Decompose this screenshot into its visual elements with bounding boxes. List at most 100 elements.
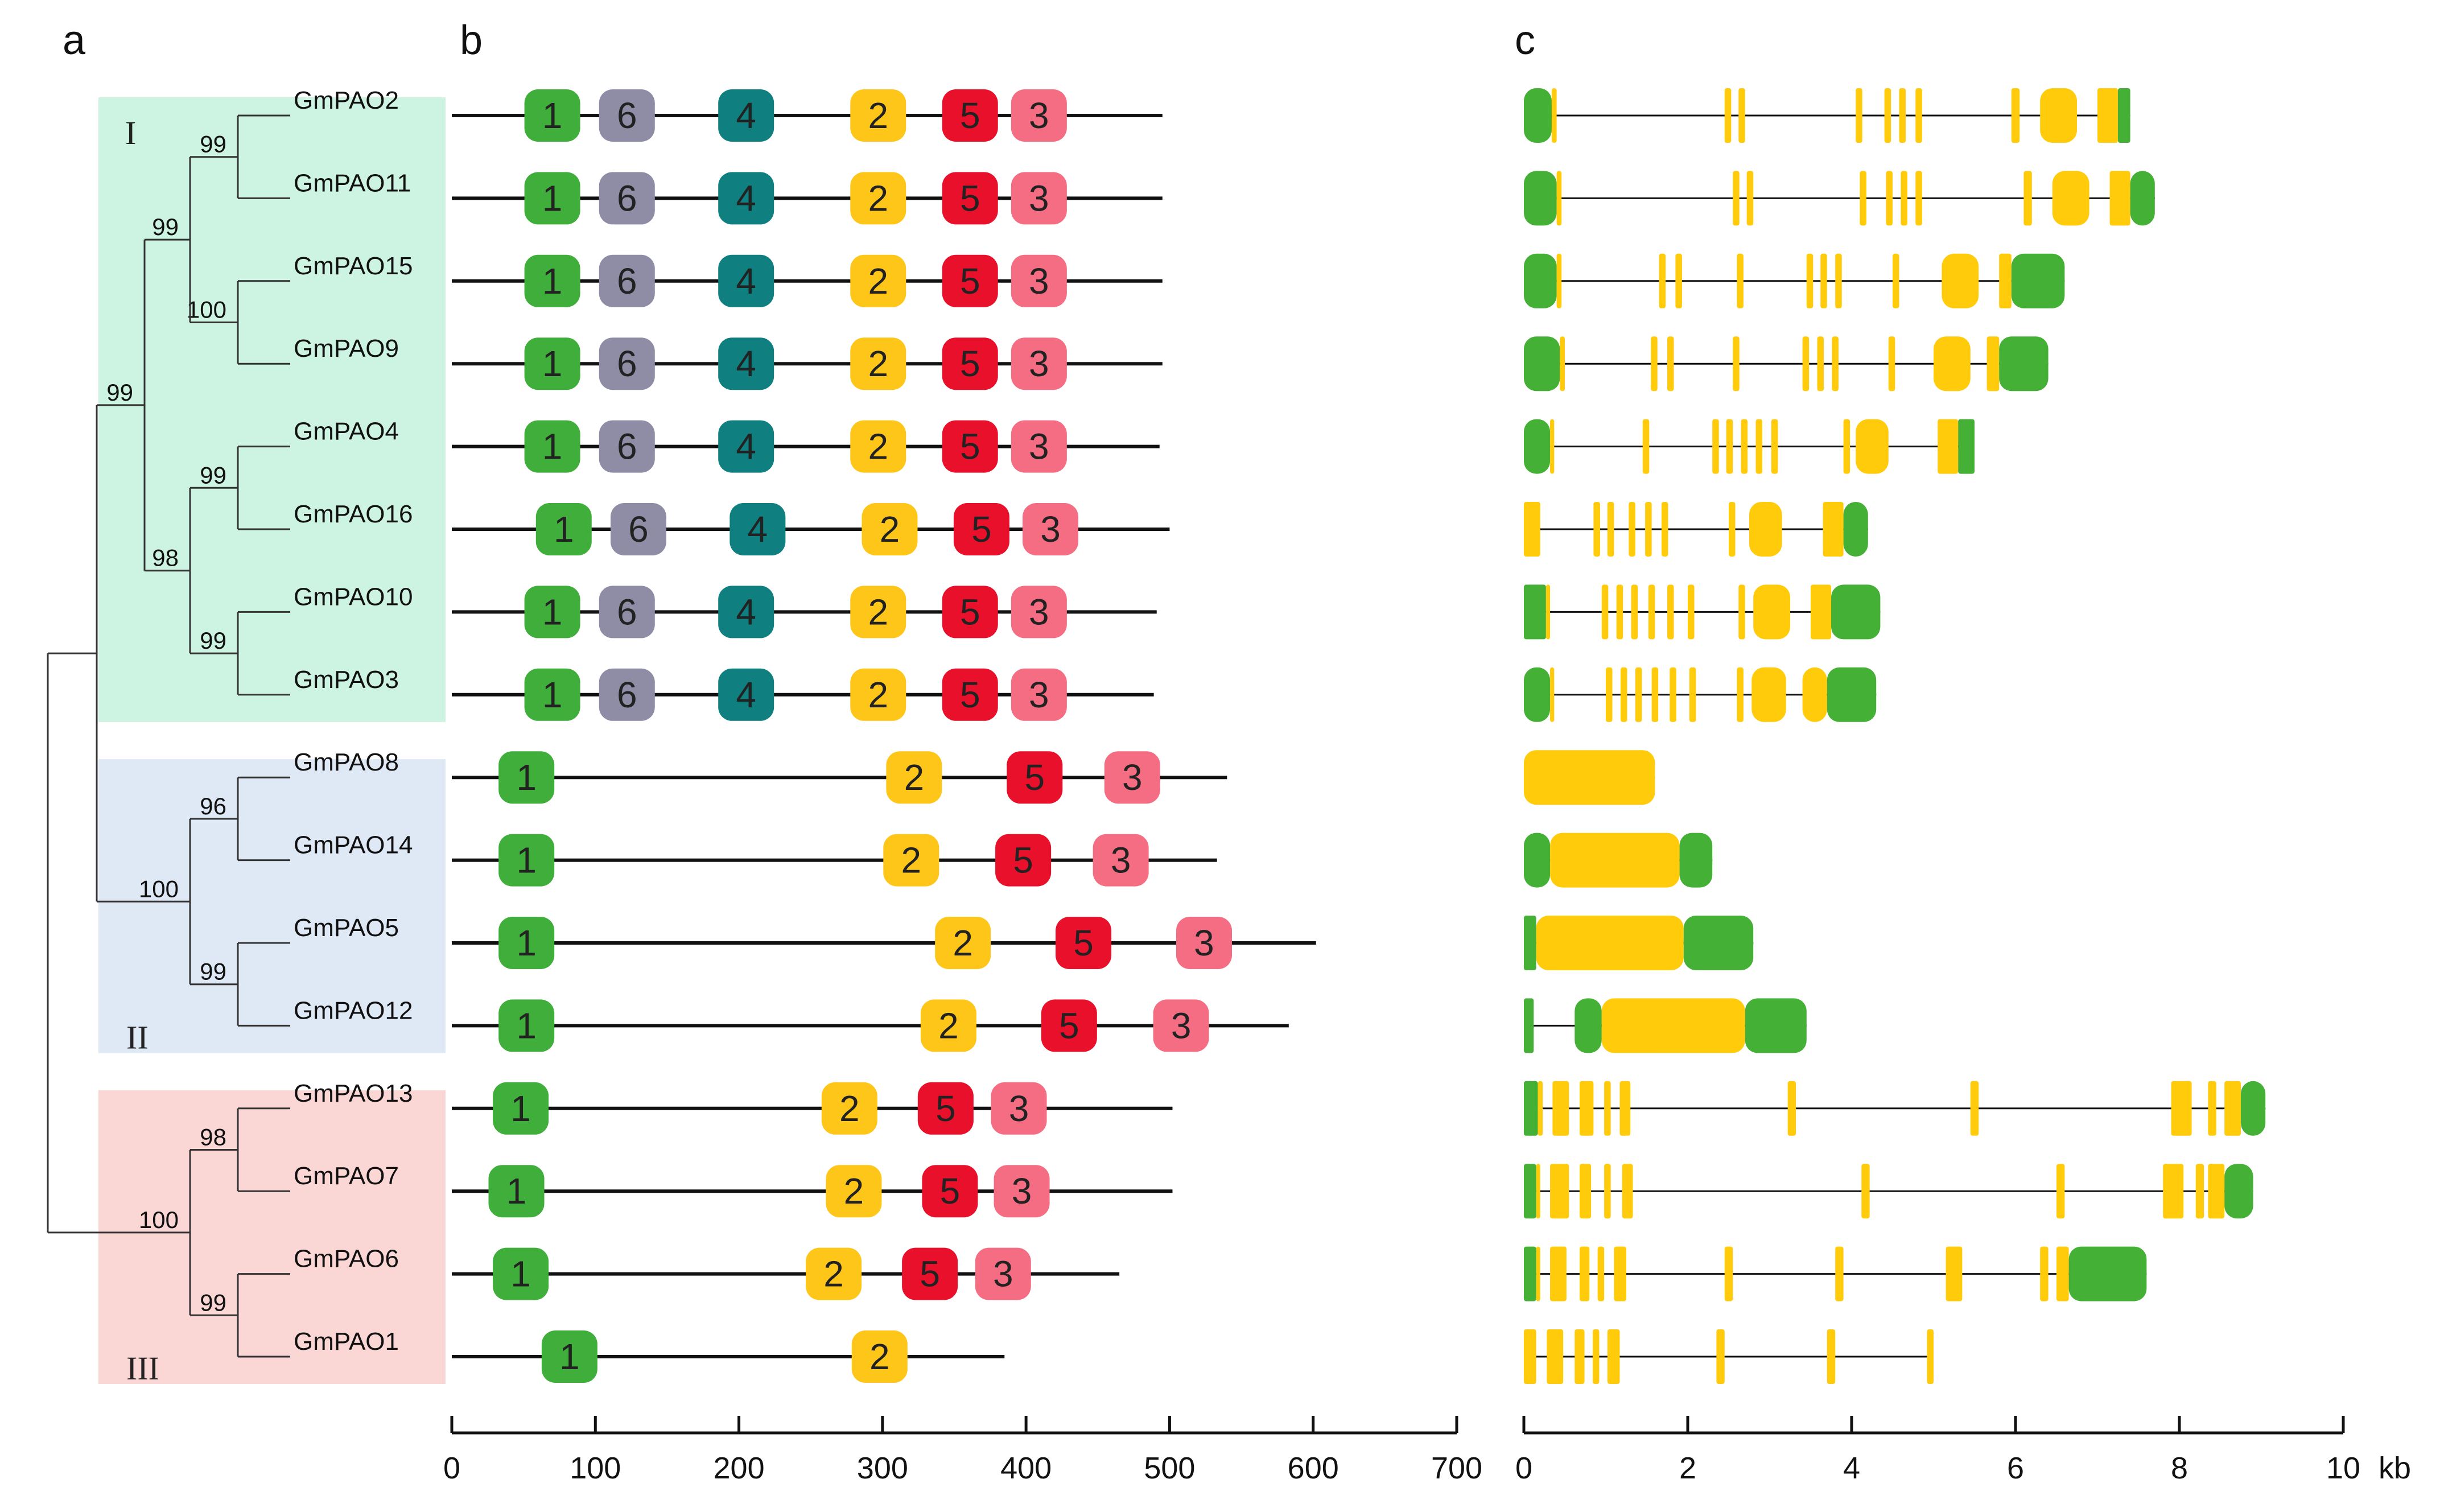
motif-number: 1: [516, 1005, 537, 1046]
cds-block: [1547, 1329, 1564, 1384]
utr-block: [1524, 1246, 1536, 1301]
gene-label: GmPAO7: [294, 1162, 399, 1190]
utr-block: [1524, 253, 1557, 308]
motif-number: 3: [1029, 261, 1049, 302]
cds-block: [1604, 1081, 1611, 1136]
cds-block: [1556, 253, 1562, 308]
cds-block: [1551, 88, 1557, 143]
gene-label: GmPAO6: [294, 1245, 399, 1273]
motif-box-4: [718, 586, 774, 638]
cds-block: [1835, 253, 1842, 308]
gene-structure-panel: [1524, 88, 2266, 1384]
motif-number: 6: [617, 261, 637, 302]
motif-box-4: [718, 172, 774, 225]
utr-block: [1958, 419, 1975, 474]
gene-structure-row: [1524, 88, 2130, 143]
motif-box-2: [850, 254, 906, 307]
cds-block: [1688, 584, 1695, 640]
motif-axis-tick-label: 300: [857, 1451, 908, 1485]
cds-block: [1651, 667, 1659, 722]
motif-number: 3: [1029, 343, 1049, 384]
cds-block: [1631, 584, 1638, 640]
structure-axis-tick-label: 0: [1515, 1451, 1532, 1485]
cds-block: [1597, 1246, 1605, 1301]
cds-block: [1538, 1081, 1543, 1136]
motif-number: 2: [868, 343, 888, 384]
bootstrap-label: 98: [200, 1124, 226, 1151]
bootstrap-label: 99: [200, 1289, 226, 1316]
motif-number: 2: [938, 1005, 959, 1046]
motif-number: 5: [1073, 922, 1094, 963]
motif-box-6: [610, 503, 666, 555]
motif-number: 5: [971, 509, 992, 550]
cds-block: [1536, 1246, 1540, 1301]
bootstrap-label: 100: [139, 1206, 179, 1233]
cds-block: [1738, 88, 1745, 143]
cds-block: [1901, 171, 1907, 226]
motif-number: 3: [1029, 426, 1049, 467]
motif-box-2: [850, 337, 906, 390]
motif-number: 5: [920, 1254, 940, 1295]
motif-number: 6: [617, 591, 637, 632]
bootstrap-label: 96: [200, 793, 226, 819]
cds-block: [1886, 171, 1893, 226]
motif-number: 6: [617, 343, 637, 384]
motif-number: 2: [904, 757, 925, 798]
cds-block: [1856, 88, 1862, 143]
motif-box-2: [883, 834, 939, 887]
motif-box-1: [524, 254, 580, 307]
motif-number: 6: [628, 509, 649, 550]
motif-number: 1: [516, 840, 537, 881]
motif-number: 4: [736, 178, 756, 219]
motif-box-2: [850, 668, 906, 721]
gene-structure-row: [1524, 750, 1655, 805]
motif-number: 2: [880, 509, 900, 550]
utr-block: [1575, 998, 1602, 1053]
cds-block: [1607, 502, 1614, 557]
motif-box-5: [942, 254, 998, 307]
cds-block: [1545, 584, 1551, 640]
cds-block: [1712, 419, 1719, 474]
panel-label-c: c: [1515, 18, 1535, 63]
structure-axis-tick-label: 2: [1679, 1451, 1696, 1485]
motif-box-3: [975, 1247, 1031, 1300]
cds-block: [1806, 253, 1813, 308]
phylogenetic-tree: 99 100 99 99 99 98 99 96 99 100 98 99 100: [47, 114, 290, 1358]
cds-block: [1888, 336, 1895, 392]
cds-block: [2040, 88, 2077, 143]
utr-block: [1524, 336, 1560, 392]
cds-block: [2208, 1164, 2225, 1219]
utr-block: [1524, 584, 1546, 640]
cds-block: [1860, 171, 1866, 226]
motif-box-3: [1011, 668, 1067, 721]
cds-block: [1787, 1081, 1796, 1136]
cds-block: [1524, 750, 1655, 805]
structure-axis-tick-label: 10: [2326, 1451, 2360, 1485]
utr-block: [2241, 1081, 2266, 1136]
cds-block: [1817, 336, 1824, 392]
motif-box-6: [599, 420, 655, 473]
motif-axis-tick-label: 400: [1000, 1451, 1052, 1485]
utr-block: [1524, 1081, 1538, 1136]
gene-structure-row: [1524, 1164, 2253, 1219]
motif-number: 3: [1171, 1005, 1192, 1046]
gene-label: GmPAO15: [294, 252, 413, 280]
structure-axis-tick-label: 6: [2007, 1451, 2024, 1485]
motif-number: 5: [960, 343, 980, 384]
motif-number: 4: [736, 591, 756, 632]
cds-block: [1592, 1329, 1600, 1384]
structure-axis-unit: kb: [2379, 1451, 2411, 1485]
motif-number: 4: [736, 261, 756, 302]
motif-axis-tick-label: 700: [1431, 1451, 1482, 1485]
gene-structure-row: [1524, 336, 2049, 392]
clade-box-3: [98, 1090, 446, 1384]
gene-label: GmPAO5: [294, 914, 399, 942]
cds-block: [1524, 1329, 1536, 1384]
cds-block: [1579, 1246, 1590, 1301]
motif-number: 2: [839, 1088, 860, 1129]
cds-block: [1946, 1246, 1963, 1301]
gene-structure-row: [1524, 1329, 1934, 1384]
motif-box-2: [850, 420, 906, 473]
gene-structure-row: [1524, 253, 2065, 308]
motif-box-5: [942, 420, 998, 473]
